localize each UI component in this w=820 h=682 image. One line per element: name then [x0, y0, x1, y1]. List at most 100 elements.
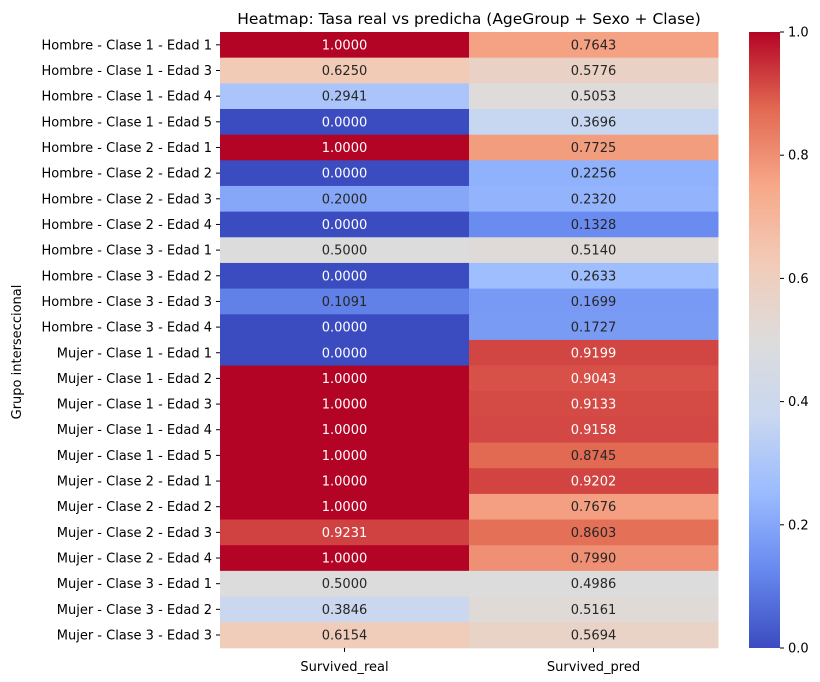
chart-title: Heatmap: Tasa real vs predicha (AgeGroup…: [237, 10, 701, 28]
heatmap-cell: [469, 314, 719, 341]
cell-value-label: 0.7676: [571, 500, 617, 515]
heatmap-cell: [469, 365, 719, 392]
column-tick-label: Survived_real: [300, 660, 388, 675]
heatmap-cell: [220, 134, 470, 161]
heatmap-cell: [469, 108, 719, 136]
heatmap-cell: [469, 519, 719, 546]
heatmap-cell: [469, 545, 719, 572]
cell-annotations: 1.0000 0.7643 0.6250 0.5776 0.2941 0.5053 0.00…: [322, 38, 617, 643]
row-tick-label: Hombre - Clase 3 - Edad 3: [41, 295, 212, 310]
heatmap-cell: [220, 570, 470, 598]
cell-value-label: 0.5694: [571, 629, 617, 644]
row-tick-label: Mujer - Clase 1 - Edad 4: [57, 423, 212, 438]
y-axis-label: Grupo interseccional: [10, 285, 25, 420]
row-tick-labels: Hombre - Clase 1 - Edad 1 Hombre - Clase …: [41, 38, 220, 644]
row-tick-label: Mujer - Clase 1 - Edad 3: [57, 398, 212, 413]
row-tick-label: Mujer - Clase 2 - Edad 1: [57, 475, 212, 490]
colorbar-tick-label: 0.2: [788, 518, 809, 533]
heatmap-cell: [469, 442, 719, 469]
heatmap-cell: [220, 416, 470, 444]
cell-value-label: 0.7990: [571, 552, 617, 567]
heatmap-cell: [469, 570, 719, 598]
cell-value-label: 0.0000: [322, 218, 368, 233]
cell-value-label: 0.9043: [571, 372, 617, 387]
colorbar-tick-label: 0.6: [788, 272, 809, 287]
row-tick-label: Hombre - Clase 2 - Edad 3: [41, 192, 212, 207]
cell-value-label: 0.2000: [322, 192, 368, 207]
cell-value-label: 0.3696: [571, 115, 617, 130]
heatmap-cell: [220, 160, 470, 187]
heatmap-cell: [469, 262, 719, 290]
heatmap-cell: [220, 519, 470, 546]
heatmap-cell: [469, 493, 719, 521]
cell-value-label: 1.0000: [322, 449, 368, 464]
cell-value-label: 0.6250: [322, 64, 368, 79]
cell-value-label: 0.7725: [571, 141, 617, 156]
heatmap-cell: [220, 108, 470, 136]
heatmap-cell: [220, 339, 470, 367]
heatmap-cell: [220, 83, 470, 110]
cell-value-label: 1.0000: [322, 141, 368, 156]
row-tick-label: Mujer - Clase 2 - Edad 3: [57, 526, 212, 541]
heatmap-cell: [469, 339, 719, 367]
row-tick-label: Mujer - Clase 3 - Edad 1: [57, 577, 212, 592]
column-tick-label: Survived_pred: [547, 660, 640, 675]
cell-value-label: 0.3846: [322, 603, 368, 618]
heatmap-cell: [469, 468, 719, 495]
heatmap-cell: [220, 493, 470, 521]
column-tick-labels: Survived_real Survived_pred: [300, 647, 640, 675]
heatmap-cell: [220, 211, 470, 238]
row-tick-label: Hombre - Clase 1 - Edad 1: [41, 38, 212, 53]
heatmap-cell: [220, 442, 470, 469]
cell-value-label: 0.0000: [322, 115, 368, 130]
row-tick-label: Hombre - Clase 2 - Edad 2: [41, 167, 212, 182]
row-tick-label: Mujer - Clase 2 - Edad 4: [57, 552, 212, 567]
cell-value-label: 0.5776: [571, 64, 617, 79]
heatmap-cell: [469, 185, 719, 213]
heatmap-cell: [220, 57, 470, 84]
colorbar-tick-label: 0.0: [788, 642, 809, 657]
cell-value-label: 0.0000: [322, 321, 368, 336]
heatmap-cell: [469, 237, 719, 264]
heatmap-cell: [220, 391, 470, 418]
cell-value-label: 0.8745: [571, 449, 617, 464]
row-tick-label: Hombre - Clase 3 - Edad 2: [41, 269, 212, 284]
cell-value-label: 1.0000: [322, 423, 368, 438]
cell-value-label: 0.2633: [571, 269, 617, 284]
cell-value-label: 0.0000: [322, 167, 368, 182]
row-tick-label: Hombre - Clase 1 - Edad 4: [41, 90, 212, 105]
cell-value-label: 0.5000: [322, 577, 368, 592]
cell-value-label: 0.6154: [322, 629, 368, 644]
heatmap-cell: [469, 134, 719, 161]
row-tick-label: Hombre - Clase 3 - Edad 1: [41, 244, 212, 259]
row-tick-label: Hombre - Clase 2 - Edad 4: [41, 218, 212, 233]
cell-value-label: 0.5140: [571, 244, 617, 259]
colorbar-tick-label: 1.0: [788, 26, 809, 41]
heatmap-cell: [469, 160, 719, 187]
heatmap-cell: [469, 83, 719, 110]
row-tick-label: Mujer - Clase 2 - Edad 2: [57, 500, 212, 515]
colorbar: [749, 32, 780, 648]
row-tick-label: Mujer - Clase 1 - Edad 5: [57, 449, 212, 464]
heatmap-cell: [220, 262, 470, 290]
cell-value-label: 0.5161: [571, 603, 617, 618]
cell-value-label: 1.0000: [322, 475, 368, 490]
cell-value-label: 0.8603: [571, 526, 617, 541]
heatmap-cell: [220, 545, 470, 572]
heatmap-cell: [220, 288, 470, 315]
cell-value-label: 0.4986: [571, 577, 617, 592]
row-tick-label: Mujer - Clase 3 - Edad 3: [57, 629, 212, 644]
cell-value-label: 0.9133: [571, 398, 617, 413]
cell-value-label: 0.9231: [322, 526, 368, 541]
cell-value-label: 0.9158: [571, 423, 617, 438]
heatmap-cell: [220, 365, 470, 392]
cell-value-label: 1.0000: [322, 398, 368, 413]
heatmap-cell: [220, 468, 470, 495]
cell-value-label: 0.9199: [571, 346, 617, 361]
heatmap-cell: [220, 237, 470, 264]
cell-value-label: 0.2256: [571, 167, 617, 182]
row-tick-label: Mujer - Clase 3 - Edad 2: [57, 603, 212, 618]
heatmap-cell: [469, 288, 719, 315]
heatmap-cell: [220, 596, 470, 623]
cell-value-label: 0.2320: [571, 192, 617, 207]
